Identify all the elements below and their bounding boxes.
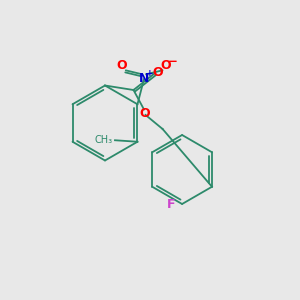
Text: N: N [139,72,149,85]
Text: O: O [139,106,150,120]
Text: O: O [116,59,127,72]
Text: +: + [146,69,153,78]
Text: −: − [168,55,178,68]
Text: O: O [152,65,163,79]
Text: CH₃: CH₃ [94,135,112,145]
Text: O: O [161,59,171,72]
Text: F: F [167,197,176,211]
